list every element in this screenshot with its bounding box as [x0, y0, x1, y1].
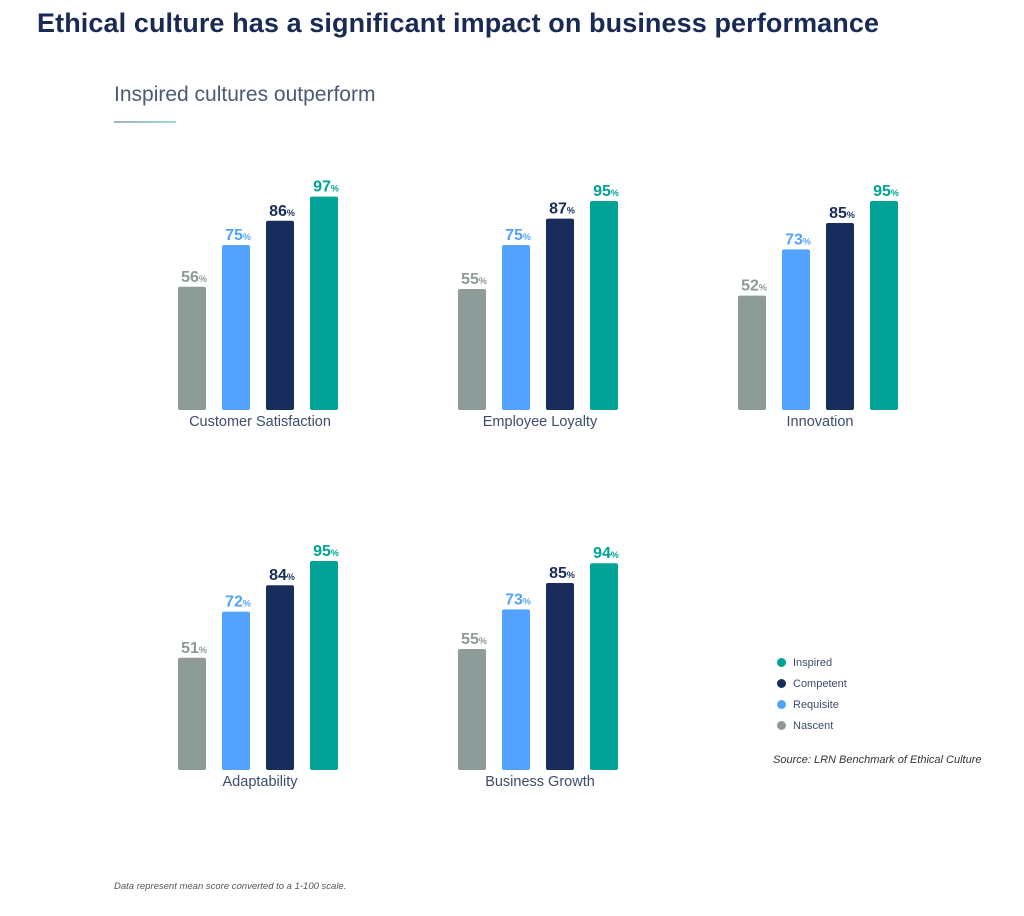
- legend-item: Requisite: [777, 694, 847, 715]
- legend-dot-icon: [777, 700, 786, 709]
- source-note: Source: LRN Benchmark of Ethical Culture: [773, 754, 982, 766]
- bar-group: 55% 73% 85% 94%: [458, 545, 619, 770]
- data-label: 55%: [461, 631, 487, 648]
- data-label: 73%: [785, 231, 811, 248]
- footnote: Data represent mean score converted to a…: [114, 881, 347, 892]
- bar-group: 55% 75% 87% 95%: [458, 183, 619, 410]
- bar-inspired: [870, 201, 898, 410]
- data-label: 55%: [461, 271, 487, 288]
- bar-nascent: [738, 295, 766, 410]
- data-label: 85%: [829, 205, 855, 222]
- bar-competent: [266, 220, 294, 410]
- category-label: Employee Loyalty: [482, 414, 598, 430]
- category-label: Innovation: [786, 414, 854, 430]
- data-label: 72%: [225, 594, 251, 611]
- legend-label: Inspired: [793, 656, 833, 669]
- bar-group: 52% 73% 85% 95%: [738, 183, 899, 410]
- bar-nascent: [458, 289, 486, 410]
- bar-inspired: [590, 563, 618, 770]
- legend: Inspired Competent Requisite Nascent: [777, 652, 847, 736]
- bar-nascent: [178, 657, 206, 770]
- bar-inspired: [310, 196, 338, 410]
- bar-requisite: [222, 611, 250, 770]
- bar-inspired: [590, 201, 618, 410]
- bar-group: 51% 72% 84% 95%: [178, 543, 339, 770]
- legend-label: Nascent: [793, 719, 834, 732]
- data-label: 75%: [505, 227, 531, 244]
- data-label: 51%: [181, 640, 207, 657]
- legend-item: Nascent: [777, 715, 847, 736]
- bar-nascent: [178, 286, 206, 410]
- chart-panel: 55% 75% 87% 95% Employee Loyalty: [440, 170, 640, 440]
- data-label: 73%: [505, 591, 531, 608]
- legend-dot-icon: [777, 679, 786, 688]
- page-title: Ethical culture has a significant impact…: [37, 8, 880, 38]
- category-label: Customer Satisfaction: [189, 414, 331, 430]
- data-label: 95%: [873, 183, 899, 200]
- chart-subtitle: Inspired cultures outperform: [114, 83, 376, 106]
- legend-dot-icon: [777, 721, 786, 730]
- data-label: 75%: [225, 227, 251, 244]
- data-label: 85%: [549, 565, 575, 582]
- bar-competent: [826, 223, 854, 410]
- subtitle-underline: [114, 121, 176, 123]
- legend-label: Requisite: [793, 698, 839, 711]
- bar-requisite: [222, 245, 250, 410]
- data-label: 94%: [593, 545, 619, 562]
- data-label: 52%: [741, 278, 767, 295]
- bar-competent: [266, 585, 294, 770]
- legend-label: Competent: [793, 677, 847, 690]
- chart-panel: 56% 75% 86% 97% Customer Satisfaction: [160, 170, 360, 440]
- bar-competent: [546, 583, 574, 770]
- legend-dot-icon: [777, 658, 786, 667]
- bar-nascent: [458, 649, 486, 770]
- data-label: 95%: [593, 183, 619, 200]
- data-label: 87%: [549, 201, 575, 218]
- data-label: 84%: [269, 567, 295, 584]
- data-label: 97%: [313, 179, 339, 196]
- bar-competent: [546, 218, 574, 410]
- bar-group: 56% 75% 86% 97%: [178, 179, 339, 410]
- chart-panel: 52% 73% 85% 95% Innovation: [720, 170, 920, 440]
- bar-requisite: [502, 609, 530, 770]
- chart-panel: 51% 72% 84% 95% Adaptability: [160, 530, 360, 800]
- bar-requisite: [782, 249, 810, 410]
- bar-requisite: [502, 245, 530, 410]
- category-label: Adaptability: [222, 774, 298, 790]
- chart-panel: 55% 73% 85% 94% Business Growth: [440, 530, 640, 800]
- bar-inspired: [310, 561, 338, 770]
- data-label: 56%: [181, 269, 207, 286]
- legend-item: Inspired: [777, 652, 847, 673]
- data-label: 86%: [269, 203, 295, 220]
- data-label: 95%: [313, 543, 339, 560]
- legend-item: Competent: [777, 673, 847, 694]
- category-label: Business Growth: [485, 774, 595, 790]
